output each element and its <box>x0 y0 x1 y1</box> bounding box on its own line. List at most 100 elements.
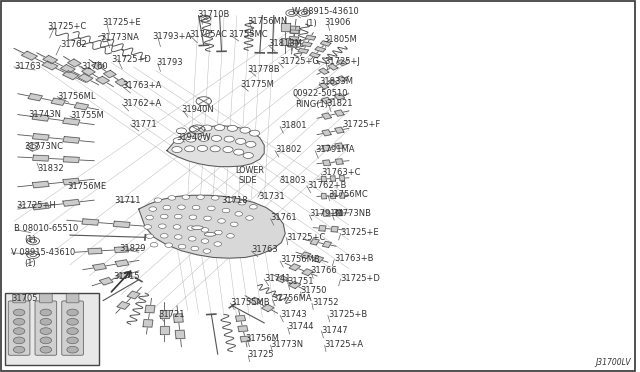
Circle shape <box>149 207 157 211</box>
Text: 31773N: 31773N <box>271 340 304 349</box>
Circle shape <box>40 309 52 316</box>
Text: 31751: 31751 <box>288 278 314 286</box>
Polygon shape <box>288 40 298 47</box>
Circle shape <box>250 205 257 209</box>
Circle shape <box>187 226 195 230</box>
Text: 31725+F: 31725+F <box>342 120 381 129</box>
Text: 31791MA: 31791MA <box>315 145 355 154</box>
Text: 31725+A: 31725+A <box>324 340 364 349</box>
Circle shape <box>172 147 182 153</box>
Circle shape <box>240 127 250 133</box>
Circle shape <box>234 149 244 155</box>
Text: 31718: 31718 <box>221 196 248 205</box>
Text: 31763+A: 31763+A <box>122 81 162 90</box>
Circle shape <box>211 196 219 200</box>
FancyBboxPatch shape <box>5 293 99 365</box>
Polygon shape <box>115 78 128 86</box>
Polygon shape <box>313 256 324 263</box>
Ellipse shape <box>204 232 216 236</box>
Polygon shape <box>281 23 290 31</box>
Circle shape <box>236 138 246 144</box>
Text: 31940N: 31940N <box>181 105 214 114</box>
Circle shape <box>165 243 173 247</box>
Circle shape <box>168 196 176 200</box>
Circle shape <box>188 237 196 241</box>
Text: 31761: 31761 <box>271 213 297 222</box>
Circle shape <box>67 309 78 316</box>
Text: 31763: 31763 <box>252 246 278 254</box>
Circle shape <box>13 346 25 353</box>
Polygon shape <box>319 225 326 231</box>
Polygon shape <box>315 46 326 52</box>
Polygon shape <box>289 264 300 270</box>
Polygon shape <box>88 248 102 254</box>
Circle shape <box>197 145 207 151</box>
Text: 31756ML: 31756ML <box>58 92 96 101</box>
Text: W 08915-43610: W 08915-43610 <box>292 7 358 16</box>
Text: 31813M: 31813M <box>269 39 303 48</box>
Circle shape <box>201 239 209 243</box>
Text: 31940W: 31940W <box>177 133 211 142</box>
Polygon shape <box>323 211 330 216</box>
Text: 31711: 31711 <box>115 196 141 205</box>
Polygon shape <box>305 35 316 40</box>
Text: 31752: 31752 <box>312 298 339 307</box>
Polygon shape <box>63 199 80 206</box>
Polygon shape <box>339 193 344 198</box>
Text: 31821: 31821 <box>326 99 353 108</box>
Text: J31700LV: J31700LV <box>595 358 631 367</box>
Polygon shape <box>323 160 330 166</box>
Text: 31721: 31721 <box>158 310 184 319</box>
Polygon shape <box>63 157 79 163</box>
Text: (1): (1) <box>305 19 317 28</box>
Polygon shape <box>339 176 345 181</box>
FancyBboxPatch shape <box>66 294 79 303</box>
Text: 31725: 31725 <box>247 350 273 359</box>
Circle shape <box>225 198 233 202</box>
Polygon shape <box>99 278 113 285</box>
Text: 31756MA: 31756MA <box>273 294 312 303</box>
Polygon shape <box>51 98 65 105</box>
Polygon shape <box>143 320 153 327</box>
Circle shape <box>250 130 260 136</box>
Circle shape <box>214 242 221 246</box>
Text: 31793: 31793 <box>156 58 182 67</box>
Polygon shape <box>289 36 298 41</box>
Polygon shape <box>262 304 274 312</box>
Text: 31743N: 31743N <box>28 110 61 119</box>
Circle shape <box>178 205 185 209</box>
Polygon shape <box>330 176 335 181</box>
Text: 31725+H: 31725+H <box>16 201 56 210</box>
Circle shape <box>67 346 78 353</box>
Text: 31756MB: 31756MB <box>280 255 320 264</box>
Polygon shape <box>78 74 93 82</box>
Circle shape <box>198 135 209 141</box>
Text: 31833M: 31833M <box>319 77 353 86</box>
Circle shape <box>192 205 200 210</box>
Polygon shape <box>113 221 130 228</box>
Polygon shape <box>115 247 129 253</box>
Circle shape <box>146 215 154 220</box>
Polygon shape <box>289 282 301 288</box>
Polygon shape <box>145 305 155 313</box>
FancyBboxPatch shape <box>40 294 52 303</box>
Text: 31763+C: 31763+C <box>321 169 361 177</box>
Text: 31766: 31766 <box>310 266 337 275</box>
Polygon shape <box>302 269 313 276</box>
Circle shape <box>230 222 238 227</box>
Circle shape <box>150 243 158 247</box>
Polygon shape <box>160 310 169 318</box>
FancyBboxPatch shape <box>61 301 83 355</box>
Circle shape <box>189 126 199 132</box>
Polygon shape <box>298 48 308 53</box>
Polygon shape <box>310 239 319 245</box>
Polygon shape <box>33 155 49 161</box>
Polygon shape <box>60 65 75 73</box>
Text: 31705AC: 31705AC <box>189 30 228 39</box>
Text: 31725+C: 31725+C <box>48 22 87 31</box>
Text: 31771: 31771 <box>131 120 157 129</box>
Text: RING(1): RING(1) <box>296 100 328 109</box>
Text: 31710B: 31710B <box>197 10 230 19</box>
Text: 31750: 31750 <box>301 286 327 295</box>
Circle shape <box>214 230 222 235</box>
